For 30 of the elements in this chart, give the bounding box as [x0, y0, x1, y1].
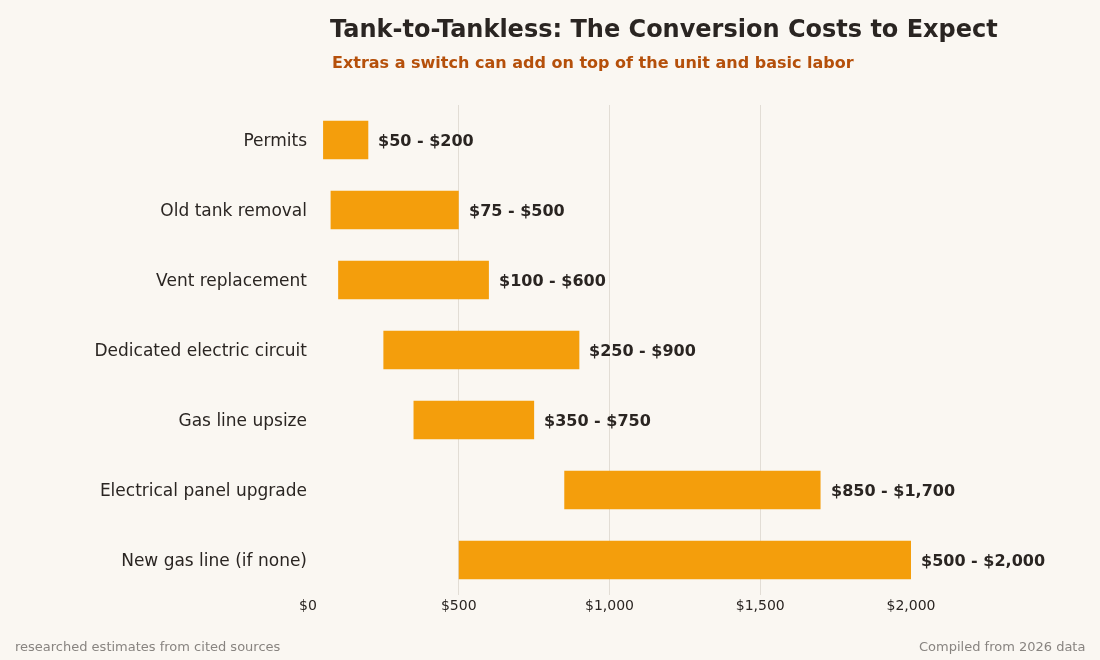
chart-title: Tank-to-Tankless: The Conversion Costs to Expect: [330, 14, 998, 43]
annotation: $250 - $900: [589, 341, 696, 360]
bar: [330, 190, 459, 230]
x-tick-label: $0: [299, 597, 317, 613]
chart-subtitle: Extras a switch can add on top of the unit and basic labor: [332, 53, 854, 72]
bar: [564, 470, 821, 510]
y-tick-label: Old tank removal: [160, 199, 307, 220]
annotation: $100 - $600: [499, 271, 606, 290]
text: Compiled from 2026 data: [919, 639, 1086, 654]
annotation: $350 - $750: [544, 411, 651, 430]
bar: [458, 540, 911, 580]
annotation: $50 - $200: [378, 131, 474, 150]
bar: [323, 120, 369, 160]
annotation: $75 - $500: [469, 201, 565, 220]
y-tick-label: Dedicated electric circuit: [94, 339, 308, 360]
y-tick-label: Permits: [243, 129, 308, 150]
bar: [383, 330, 580, 370]
y-tick-label: Vent replacement: [156, 269, 308, 290]
x-tick-label: $500: [440, 597, 477, 613]
x-tick-label: $1,000: [585, 597, 634, 613]
annotation: $500 - $2,000: [921, 551, 1046, 570]
x-tick-label: $2,000: [886, 597, 936, 613]
text: researched estimates from cited sources: [15, 639, 281, 654]
y-tick-label: Electrical panel upgrade: [99, 479, 307, 500]
annotation: $850 - $1,700: [831, 481, 956, 500]
y-tick-label: New gas line (if none): [121, 549, 307, 570]
y-tick-label: Gas line upsize: [178, 409, 307, 430]
bar: [338, 260, 489, 300]
x-tick-label: $1,500: [735, 597, 785, 613]
bar: [413, 400, 535, 440]
